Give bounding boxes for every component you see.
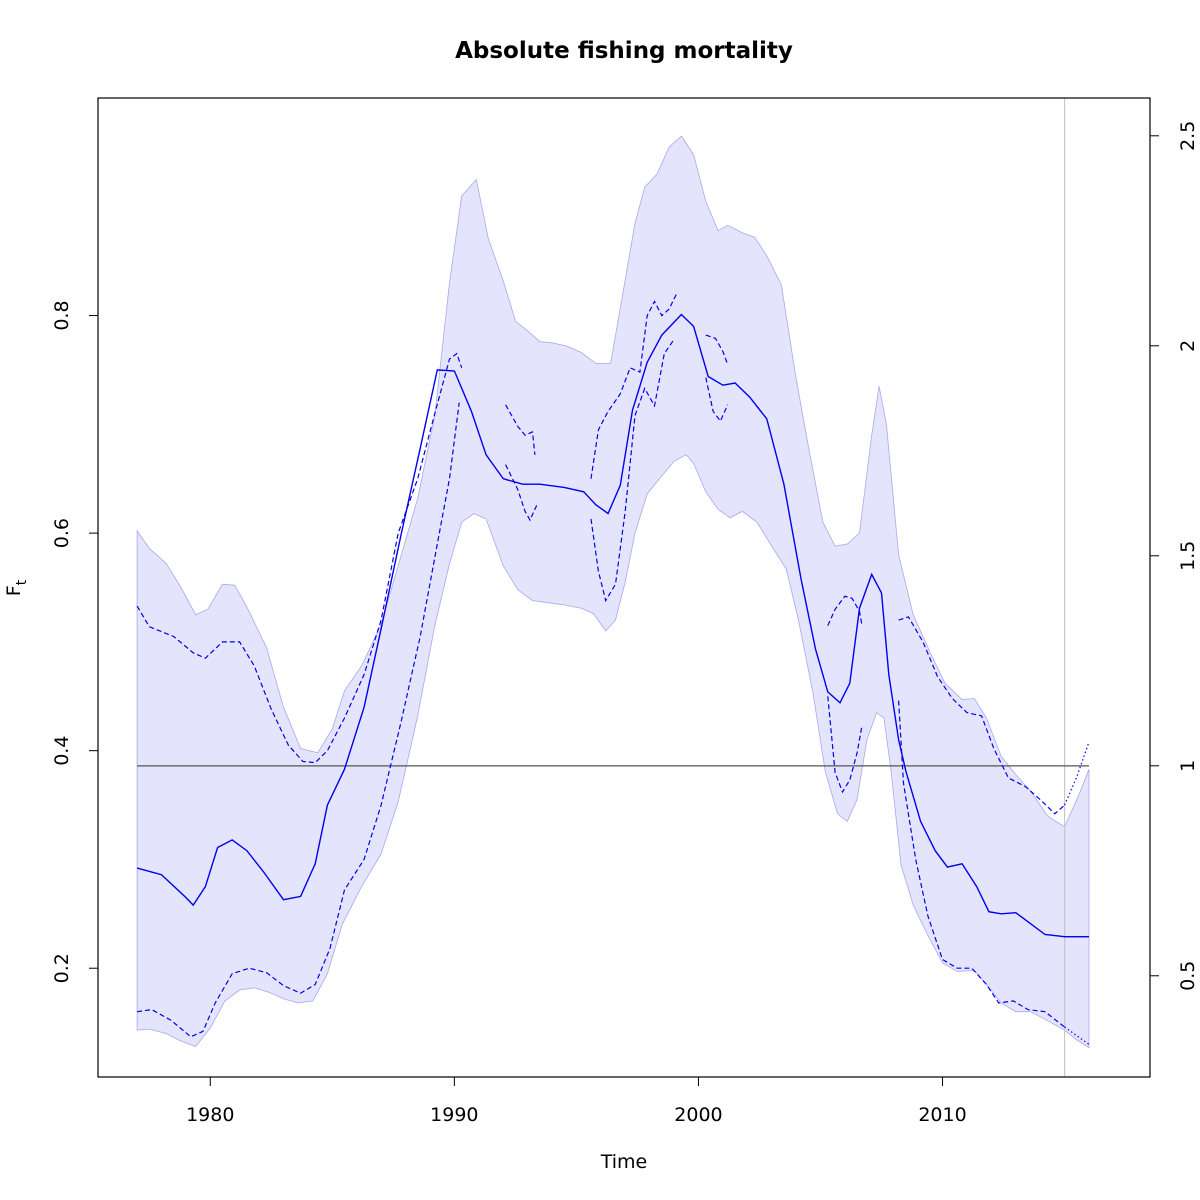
y-axis-label-subscript: t (14, 579, 30, 585)
y2-tick-label: 2.5 (1177, 121, 1199, 151)
y2-tick-label: 1 (1177, 760, 1199, 772)
y-tick-label: 0.4 (51, 736, 73, 766)
plot-area (97, 97, 1151, 1078)
x-tick-label: 1990 (430, 1104, 478, 1126)
x-tick-label: 2000 (674, 1104, 722, 1126)
y-tick-label: 0.2 (51, 953, 73, 983)
y2-tick-label: 2 (1177, 340, 1199, 352)
chart-title: Absolute fishing mortality (455, 38, 793, 64)
x-tick-label: 1980 (186, 1104, 234, 1126)
series-line-17 (1064, 1026, 1090, 1045)
y-tick-label: 0.8 (51, 300, 73, 330)
series-line-7 (590, 293, 678, 479)
series-line-9 (705, 334, 729, 365)
series-line-11 (827, 595, 863, 626)
y2-tick-label: 1.5 (1177, 541, 1199, 571)
x-axis-label: Time (600, 1151, 648, 1173)
series-line-6 (505, 464, 538, 522)
axis-layer: 1980 1990 2000 2010 0.2 0.4 0.6 0.8 0.5 1 1.5 2 2.5 (51, 121, 1199, 1126)
series-line-10 (705, 377, 729, 423)
series-line-0 (136, 313, 1089, 938)
y-tick-label: 0.6 (51, 518, 73, 548)
series-line-3 (136, 352, 463, 764)
series-layer (136, 98, 1090, 1077)
x-tick-label: 2010 (918, 1104, 966, 1126)
confidence-band-layer (136, 135, 1090, 1049)
series-line-12 (827, 696, 863, 794)
series-line-5 (505, 404, 536, 455)
y-axis-label-main: F (3, 585, 25, 596)
series-line-8 (590, 339, 675, 603)
y2-tick-label: 0.5 (1177, 961, 1199, 991)
series-line-14 (898, 700, 1065, 1028)
series-line-4 (137, 402, 460, 1038)
confidence-band (136, 135, 1090, 1049)
y-axis-label: Ft (3, 579, 30, 596)
series-line-13 (898, 616, 1065, 815)
